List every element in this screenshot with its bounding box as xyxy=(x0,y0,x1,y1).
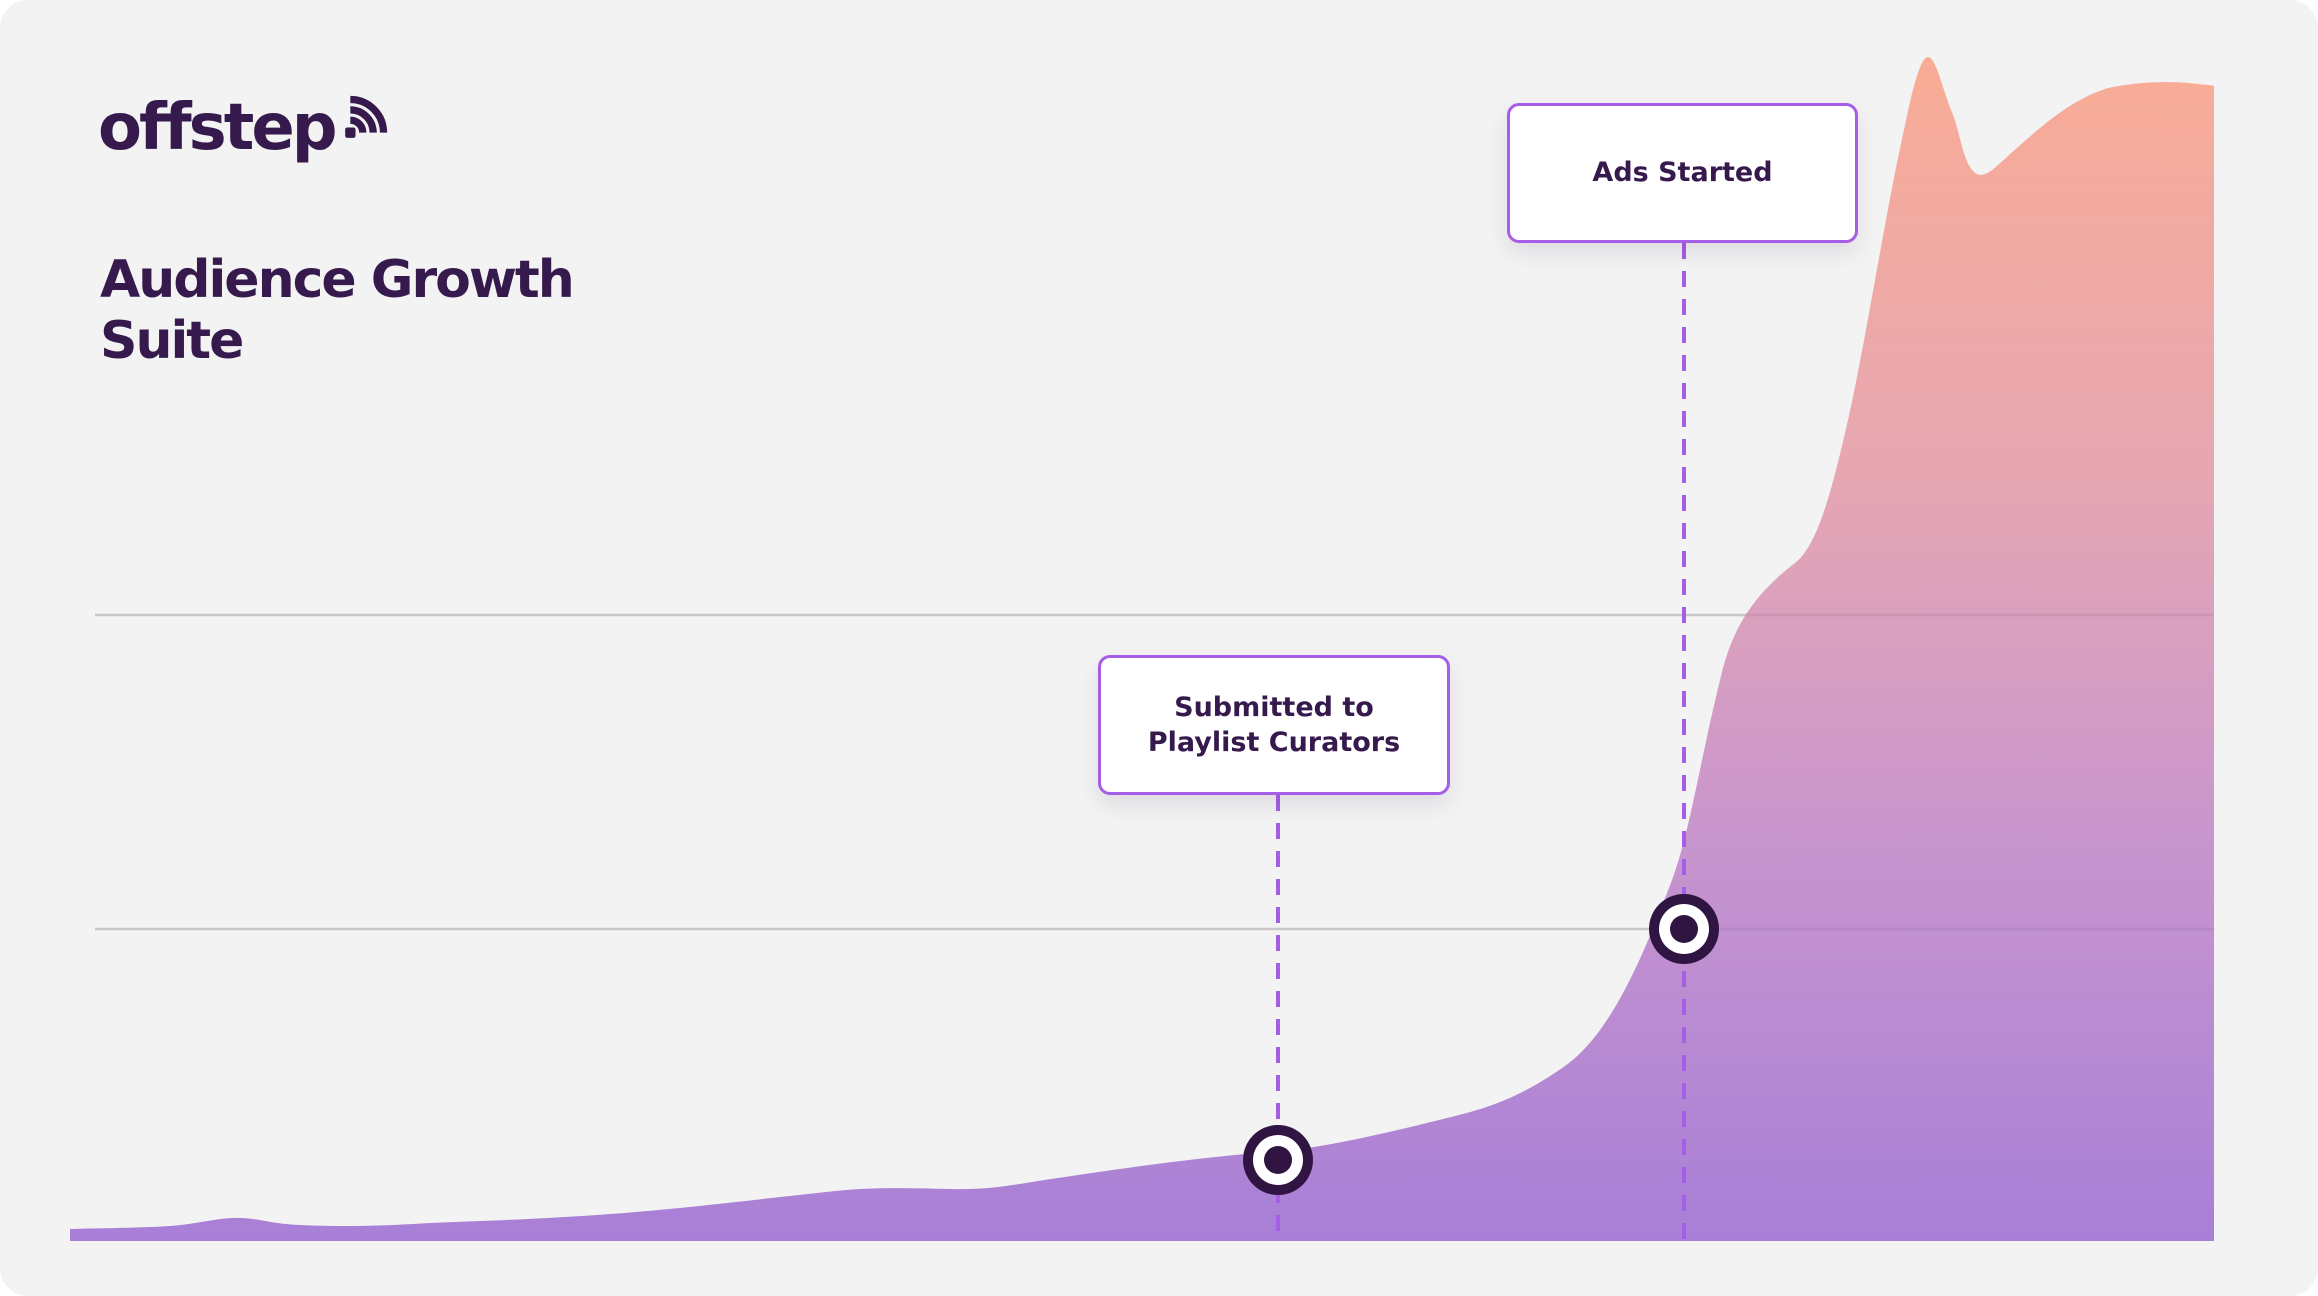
area-series xyxy=(70,57,2214,1241)
annotation-box-1: Ads Started xyxy=(1507,103,1858,243)
brand-wordmark: offstep xyxy=(98,91,338,165)
annotation-label: Ads Started xyxy=(1592,157,1773,189)
page-title: Audience Growth Suite xyxy=(100,250,575,373)
annotation-label: Submitted to Playlist Curators xyxy=(1147,691,1401,758)
page-title-line2: Suite xyxy=(100,311,244,372)
radio-waves-icon xyxy=(344,95,387,138)
annotation-box-0: Submitted to Playlist Curators xyxy=(1098,655,1450,795)
annotation-marker xyxy=(1243,1125,1313,1195)
brand-logo: offstep xyxy=(98,91,397,165)
annotation-marker xyxy=(1649,894,1719,964)
page-title-line1: Audience Growth xyxy=(100,250,575,310)
